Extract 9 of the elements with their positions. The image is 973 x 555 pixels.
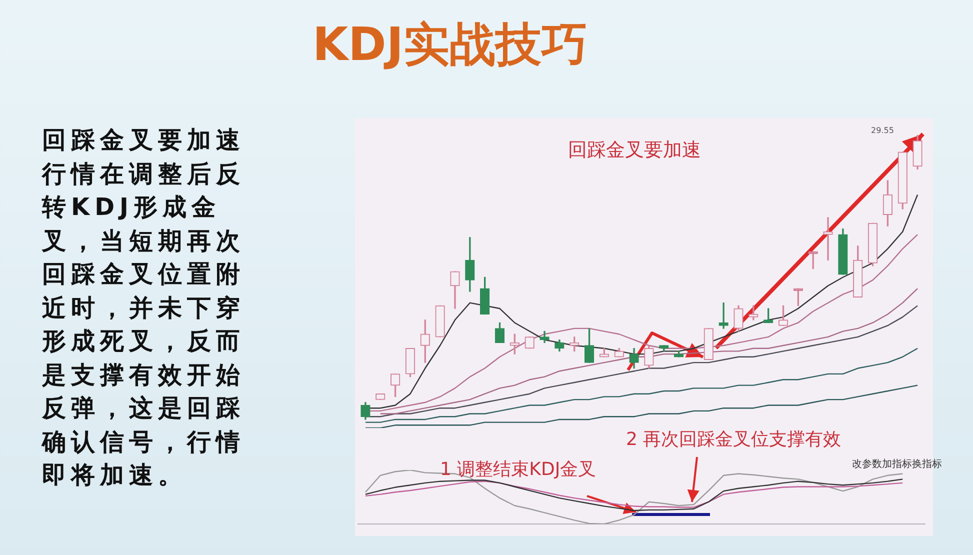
text: 2 再次回踩金叉位支撑有效 — [626, 428, 842, 451]
annotation: 回踩金叉要加速 — [568, 138, 701, 163]
text: 加指标 — [882, 458, 912, 471]
annotation: 1 调整结束KDJ金叉 — [440, 458, 596, 481]
text: 回踩金叉要加速行情在调整后反转KDJ形成金叉，当短期再次回踩金叉位置附近时，并未下穿形成死叉，反而是支撑有效开始反弹，这是回踩确认信号，行情即将加速。 — [42, 126, 245, 489]
annotation: 29.55 — [871, 126, 894, 135]
text: 改参数 — [852, 458, 882, 471]
text: 换指标 — [912, 458, 942, 471]
chart-title: KDJ实战技巧 — [312, 16, 588, 73]
